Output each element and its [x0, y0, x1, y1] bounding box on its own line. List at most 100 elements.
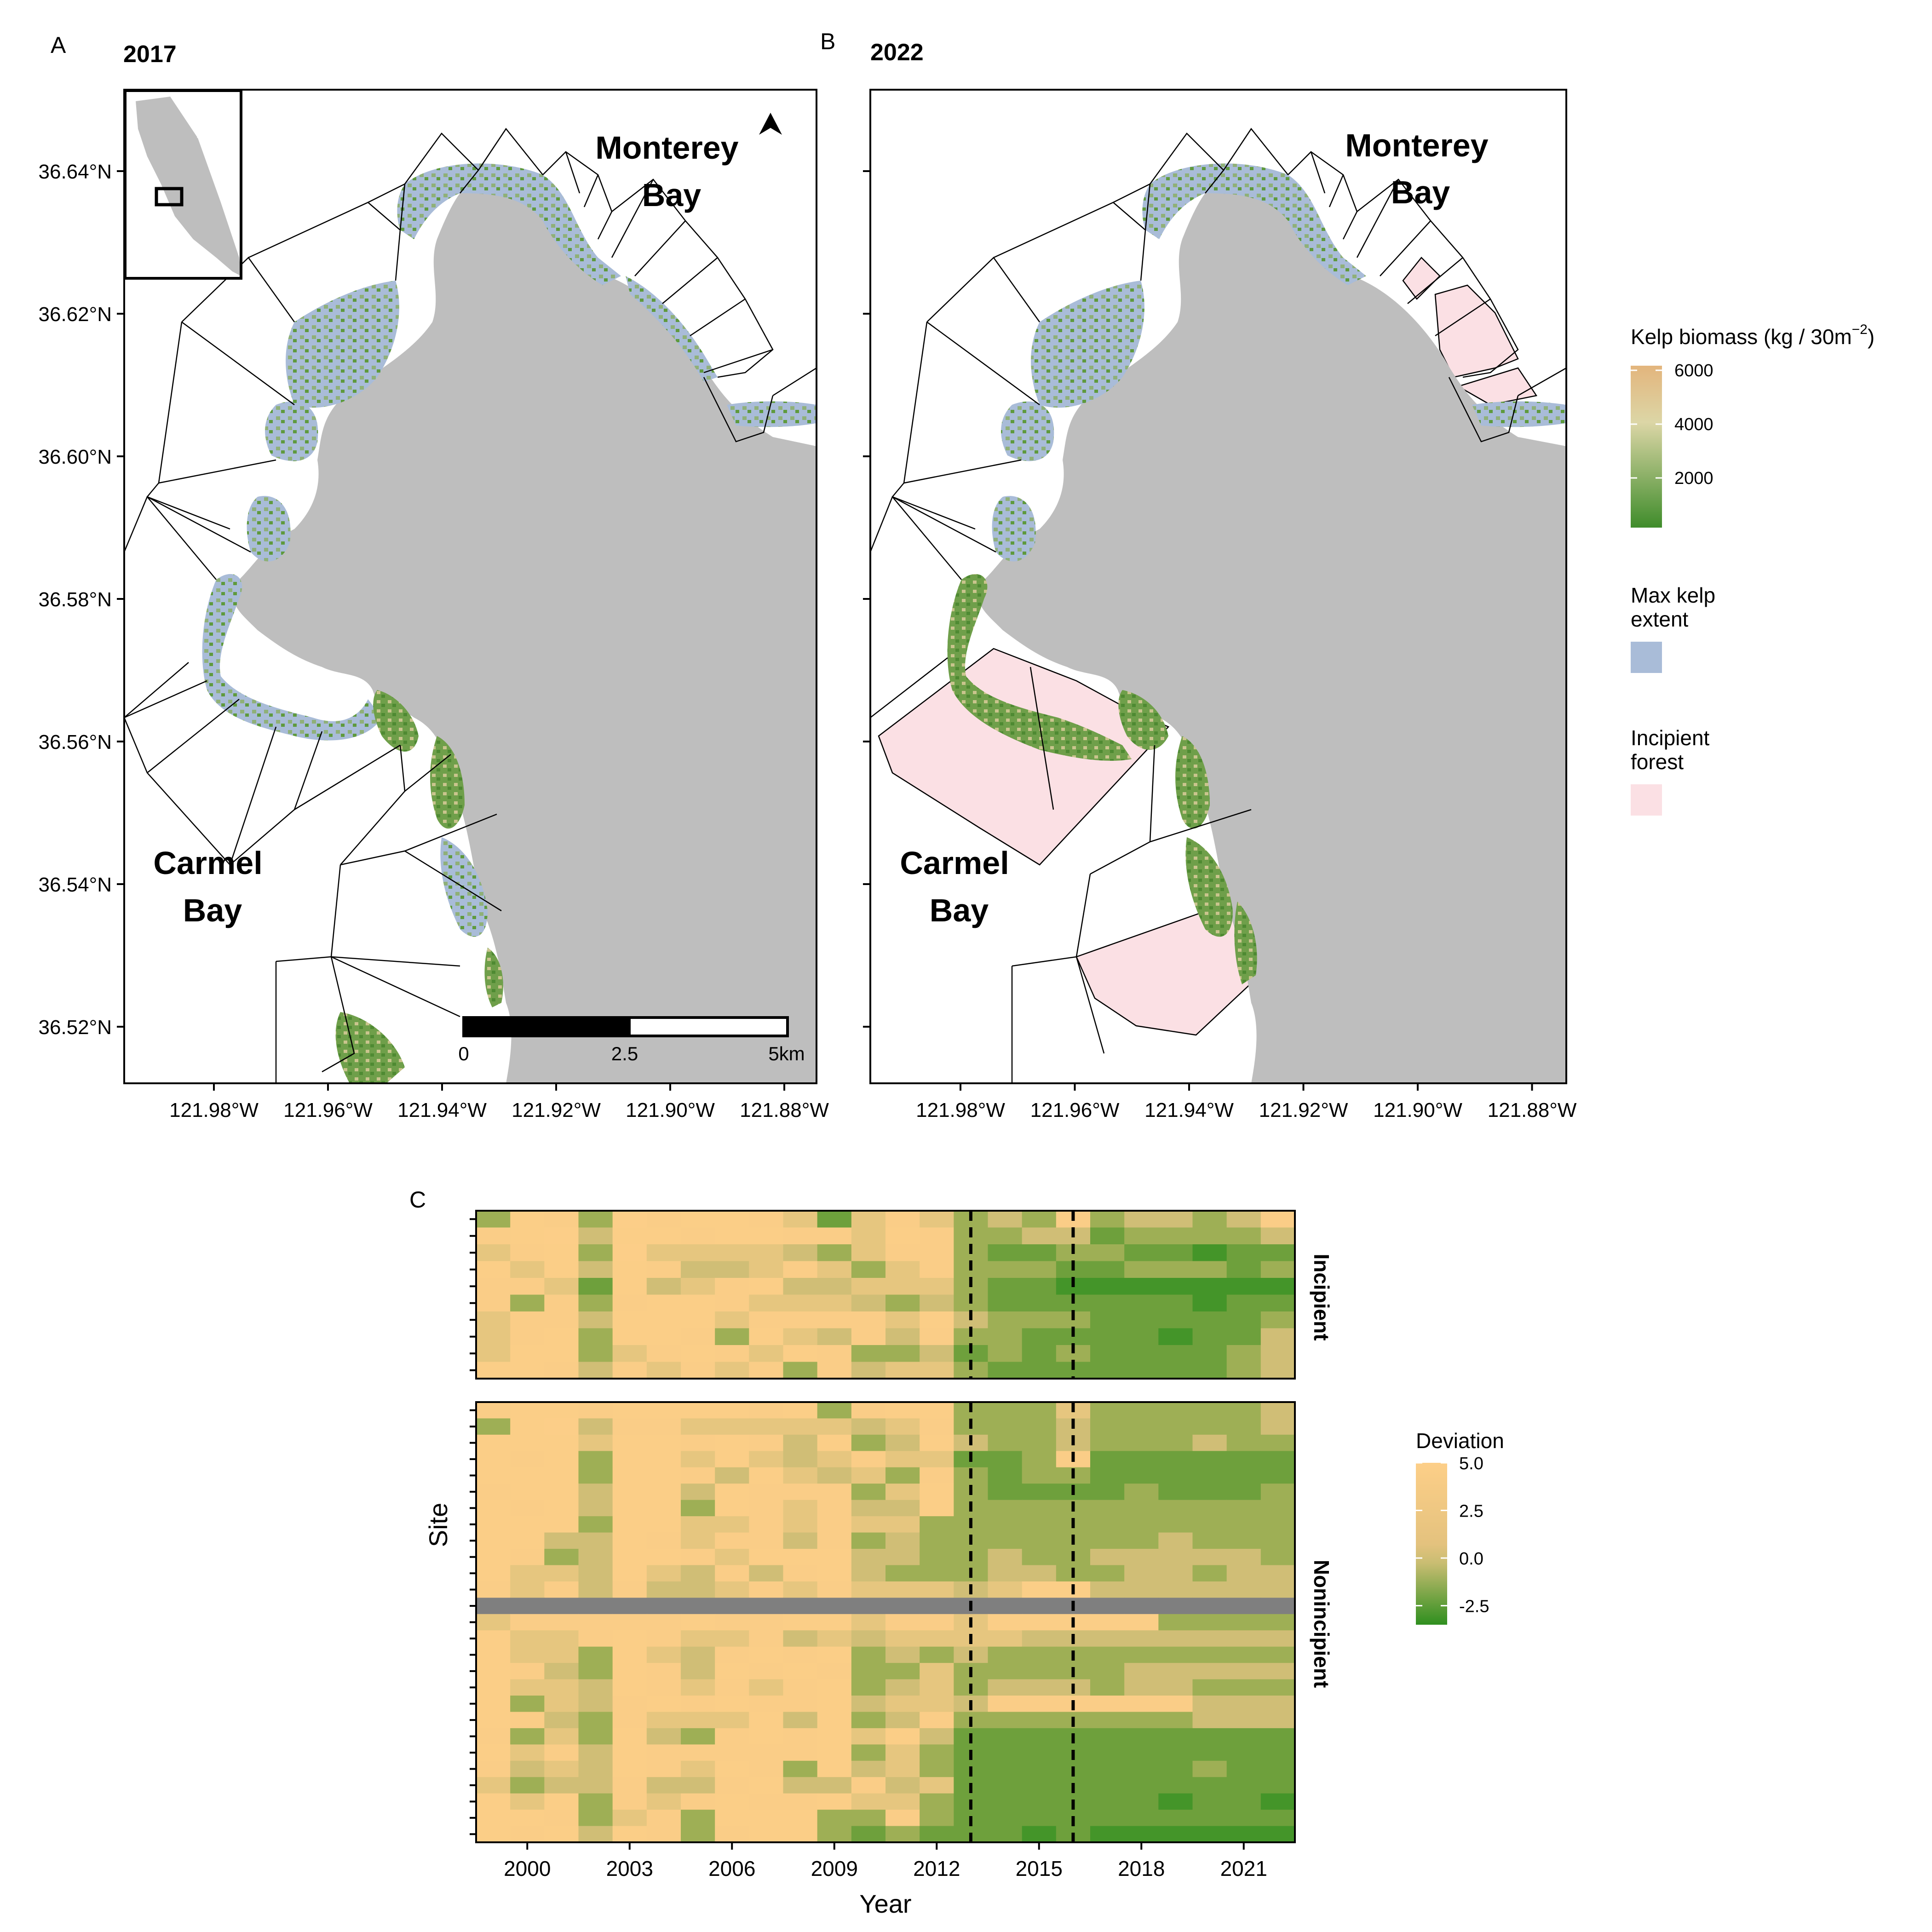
legend-max-extent-swatch [1631, 642, 1662, 673]
heatmap-cell [1260, 1402, 1295, 1419]
heatmap-cell [817, 1614, 852, 1631]
heatmap-cell [544, 1345, 579, 1363]
heatmap-cell [783, 1663, 818, 1680]
heatmap-cell [886, 1581, 920, 1598]
heatmap-cell [1260, 1278, 1295, 1295]
heatmap-cell [1022, 1418, 1057, 1435]
heatmap-cell [578, 1278, 613, 1295]
heatmap-cell [749, 1261, 784, 1278]
heatmap-cell [1124, 1581, 1159, 1598]
legend-biomass-title: Kelp biomass (kg / 30m−2) [1631, 322, 1874, 349]
heatmap-cell [715, 1598, 749, 1615]
heatmap-cell [783, 1728, 818, 1745]
heatmap-cell [1022, 1793, 1057, 1810]
heatmap-cell [851, 1549, 886, 1566]
heatmap-cell [817, 1565, 852, 1582]
heatmap-cell [920, 1418, 954, 1435]
heatmap-cell [1090, 1712, 1125, 1729]
heatmap-cell [988, 1728, 1023, 1745]
heatmap-cell [783, 1328, 818, 1346]
heatmap-cell [681, 1467, 715, 1484]
heatmap-cell [612, 1532, 647, 1549]
lat-tick-label: 36.58°N [39, 588, 112, 611]
heatmap-cell [783, 1362, 818, 1379]
heatmap-cell [851, 1793, 886, 1810]
heatmap-cell [886, 1532, 920, 1549]
heatmap-cell [886, 1728, 920, 1745]
heatmap-cell [681, 1362, 715, 1379]
heatmap-cell [578, 1712, 613, 1729]
heatmap-cell [1226, 1227, 1261, 1245]
heatmap-cell [1192, 1549, 1227, 1566]
heatmap-cell [1124, 1244, 1159, 1262]
heatmap-cell [681, 1663, 715, 1680]
heatmap-cell [1192, 1760, 1227, 1777]
heatmap-cell [988, 1760, 1023, 1777]
heatmap-cell [1226, 1261, 1261, 1278]
heatmap-cell [988, 1549, 1023, 1566]
heatmap-cell [1226, 1663, 1261, 1680]
heatmap-cell [886, 1261, 920, 1278]
heatmap-cell [1022, 1663, 1057, 1680]
heatmap-cell [715, 1467, 749, 1484]
heatmap-cell [1158, 1712, 1193, 1729]
heatmap-cell [476, 1467, 511, 1484]
heatmap-cell [612, 1362, 647, 1379]
heatmap-cell [715, 1728, 749, 1745]
heatmap-cell [510, 1500, 545, 1517]
heatmap-cell [612, 1328, 647, 1346]
heatmap-cell [1226, 1549, 1261, 1566]
heatmap-cell [749, 1484, 784, 1501]
label-carmel-b: Carmel [900, 845, 1009, 881]
heatmap-cell [510, 1402, 545, 1419]
heatmap-cell [1022, 1826, 1057, 1843]
heatmap-cell [1022, 1244, 1057, 1262]
deviation-tick-label: 0.0 [1459, 1549, 1484, 1569]
heatmap-cell [1226, 1328, 1261, 1346]
lat-tick-label: 36.54°N [39, 874, 112, 896]
heatmap-cell [1192, 1793, 1227, 1810]
heatmap-cell [1226, 1614, 1261, 1631]
heatmap-cell [476, 1646, 511, 1663]
heatmap-cell [988, 1345, 1023, 1363]
heatmap-cell [783, 1696, 818, 1713]
heatmap-cell [1090, 1311, 1125, 1329]
heatmap-cell [612, 1244, 647, 1262]
heatmap-cell [1090, 1728, 1125, 1745]
heatmap-cell [510, 1532, 545, 1549]
heatmap-cell [851, 1345, 886, 1363]
heatmap-cell [817, 1278, 852, 1295]
heatmap-cell [578, 1261, 613, 1278]
heatmap-cell [920, 1311, 954, 1329]
heatmap-cell [715, 1227, 749, 1245]
heatmap-cell [544, 1402, 579, 1419]
heatmap-cell [612, 1278, 647, 1295]
heatmap-cell [510, 1581, 545, 1598]
heatmap-cell [681, 1294, 715, 1312]
heatmap-cell [1090, 1696, 1125, 1713]
heatmap-cell [886, 1484, 920, 1501]
heatmap-cell [578, 1728, 613, 1745]
heatmap-cell [476, 1598, 511, 1615]
heatmap-cell [749, 1581, 784, 1598]
year-tick-label: 2012 [913, 1857, 960, 1880]
heatmap-cell [1226, 1402, 1261, 1419]
heatmap-cell [510, 1418, 545, 1435]
heatmap-cell [1226, 1532, 1261, 1549]
heatmap-cell [510, 1261, 545, 1278]
heatmap-cell [476, 1532, 511, 1549]
heatmap-cell [1090, 1328, 1125, 1346]
heatmap-cell [578, 1345, 613, 1363]
heatmap-cell [988, 1663, 1023, 1680]
lon-tick-label: 121.88°W [740, 1099, 829, 1121]
heatmap-cell [886, 1565, 920, 1582]
heatmap-cell [1124, 1810, 1159, 1827]
heatmap-cell [646, 1744, 681, 1761]
heatmap-cell [817, 1451, 852, 1468]
legend-incipient-swatch [1631, 784, 1662, 816]
heatmap-cell [988, 1261, 1023, 1278]
heatmap-cell [886, 1679, 920, 1696]
heatmap-cell [544, 1467, 579, 1484]
heatmap-cell [749, 1418, 784, 1435]
heatmap-cell [1158, 1630, 1193, 1647]
